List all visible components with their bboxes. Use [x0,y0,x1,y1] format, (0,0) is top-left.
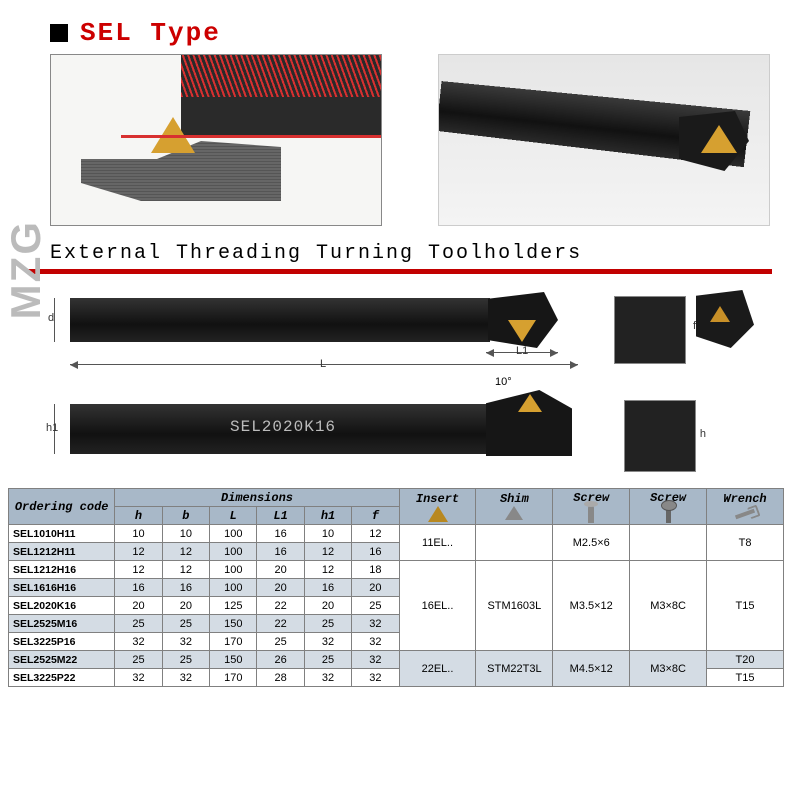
dim-L1: L1 [516,345,528,357]
shim-icon [505,506,523,520]
col-screw2: Screw [630,489,707,525]
type-title: SEL Type [80,18,221,48]
col-dimensions: Dimensions [115,489,399,507]
screw2-icon [666,505,671,523]
engrave-label: SEL2020K16 [230,418,336,436]
threading-diagram [50,54,382,226]
col-shim: Shim [476,489,553,525]
dim-h1: h1 [46,422,58,434]
table-row: SEL1212H16 1212100201218 16EL.. STM1603L… [9,561,784,579]
header: SEL Type [0,0,800,54]
insert-icon [428,506,448,522]
angle-label: 10° [495,376,512,388]
top-images [0,54,800,236]
wrench-icon [735,508,755,519]
col-insert: Insert [399,489,476,525]
dim-d: d [48,312,54,324]
tip-photo-small [696,290,754,348]
col-wrench: Wrench [707,489,784,525]
dim-L: L [320,358,326,370]
end-view-1 [614,296,686,364]
col-ordering: Ordering code [9,489,115,525]
screw1-icon [588,505,594,523]
spec-table: Ordering code Dimensions Insert Shim Scr… [8,488,784,687]
table-header-row: Ordering code Dimensions Insert Shim Scr… [9,489,784,507]
table-row: SEL1010H11 1010100161012 11EL.. M2.5×6 T… [9,525,784,543]
product-photo [438,54,770,226]
dim-h: h [700,428,706,440]
col-screw1: Screw [553,489,630,525]
drawings: d L L1 f SEL2020K16 10° h1 [0,274,800,482]
end-view-2 [624,400,696,472]
table-row: SEL2525M22 2525150262532 22EL.. STM22T3L… [9,651,784,669]
dim-f: f [693,320,696,332]
side-view-2: SEL2020K16 10° h1 [50,374,590,478]
side-view-1: d L L1 [50,284,590,374]
black-square-icon [50,24,68,42]
page: MZG SEL Type External Threading Turning … [0,0,800,687]
section-title: External Threading Turning Toolholders [0,236,800,269]
